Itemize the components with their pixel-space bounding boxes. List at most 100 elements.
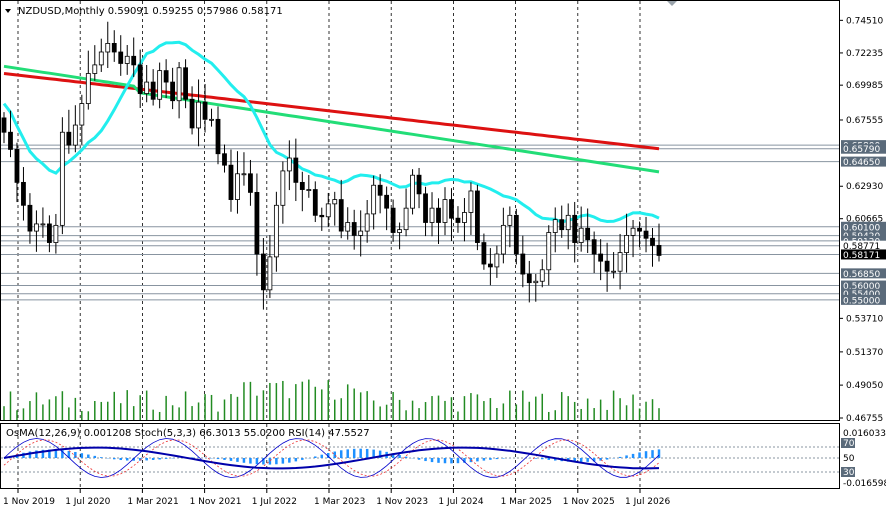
bear-candle[interactable]: [254, 192, 260, 255]
bear-candle[interactable]: [416, 174, 422, 195]
bull-candle[interactable]: [358, 230, 364, 236]
ma-red-line[interactable]: [3, 72, 660, 151]
bear-candle[interactable]: [137, 64, 143, 94]
bear-candle[interactable]: [604, 260, 610, 272]
bear-candle[interactable]: [643, 230, 649, 239]
bull-candle[interactable]: [630, 227, 636, 236]
bull-candle[interactable]: [364, 213, 370, 232]
bull-candle[interactable]: [565, 214, 571, 231]
bear-candle[interactable]: [513, 214, 519, 255]
bear-candle[interactable]: [526, 273, 532, 284]
ma-cyan-line[interactable]: [2, 40, 660, 224]
bear-candle[interactable]: [449, 199, 454, 219]
bear-candle[interactable]: [299, 181, 305, 190]
bear-candle[interactable]: [163, 70, 169, 83]
bull-candle[interactable]: [34, 223, 39, 232]
bear-candle[interactable]: [338, 199, 344, 232]
bear-candle[interactable]: [66, 131, 72, 146]
bull-candle[interactable]: [209, 118, 214, 121]
bear-candle[interactable]: [455, 217, 461, 223]
bear-candle[interactable]: [384, 194, 390, 209]
bear-candle[interactable]: [487, 263, 493, 268]
bull-candle[interactable]: [624, 234, 629, 253]
bear-candle[interactable]: [637, 227, 642, 232]
bear-candle[interactable]: [319, 214, 325, 218]
bull-candle[interactable]: [85, 73, 91, 104]
indicator-panel[interactable]: [0, 423, 840, 489]
bull-candle[interactable]: [124, 55, 130, 64]
bull-candle[interactable]: [92, 64, 98, 74]
bull-candle[interactable]: [442, 199, 448, 223]
bear-candle[interactable]: [111, 43, 117, 53]
bear-candle[interactable]: [261, 253, 266, 291]
bull-candle[interactable]: [546, 232, 552, 271]
bear-candle[interactable]: [377, 184, 383, 196]
bull-candle[interactable]: [105, 43, 111, 53]
bear-candle[interactable]: [423, 193, 428, 223]
bull-candle[interactable]: [462, 212, 467, 223]
bear-candle[interactable]: [248, 173, 253, 193]
bear-candle[interactable]: [312, 189, 318, 216]
bull-candle[interactable]: [59, 131, 65, 226]
bull-candle[interactable]: [196, 101, 201, 129]
bear-candle[interactable]: [46, 223, 52, 243]
bear-candle[interactable]: [14, 149, 20, 183]
bear-candle[interactable]: [118, 51, 124, 64]
bear-candle[interactable]: [170, 81, 176, 102]
bear-candle[interactable]: [215, 118, 221, 155]
bear-candle[interactable]: [293, 157, 299, 183]
bear-candle[interactable]: [1, 117, 7, 133]
bull-candle[interactable]: [429, 207, 435, 223]
bull-candle[interactable]: [176, 67, 182, 102]
bull-candle[interactable]: [157, 70, 163, 100]
bull-candle[interactable]: [533, 280, 539, 284]
bull-candle[interactable]: [552, 219, 558, 233]
bull-candle[interactable]: [403, 207, 409, 231]
bear-candle[interactable]: [8, 131, 13, 150]
bear-candle[interactable]: [656, 245, 662, 256]
bull-candle[interactable]: [273, 204, 279, 258]
bear-candle[interactable]: [520, 253, 526, 275]
bear-candle[interactable]: [475, 190, 480, 243]
bear-candle[interactable]: [21, 181, 26, 206]
bull-candle[interactable]: [72, 124, 78, 146]
bull-candle[interactable]: [539, 269, 545, 282]
bull-candle[interactable]: [306, 189, 312, 191]
bull-candle[interactable]: [325, 203, 331, 218]
bull-candle[interactable]: [280, 170, 286, 206]
bear-candle[interactable]: [436, 207, 441, 223]
bear-candle[interactable]: [228, 164, 234, 200]
bull-candle[interactable]: [371, 184, 377, 215]
bear-candle[interactable]: [591, 239, 597, 255]
bull-candle[interactable]: [79, 103, 85, 126]
bull-candle[interactable]: [235, 173, 240, 200]
bear-candle[interactable]: [183, 67, 188, 100]
bull-candle[interactable]: [611, 270, 617, 273]
bull-candle[interactable]: [494, 253, 500, 268]
bear-candle[interactable]: [585, 227, 591, 241]
bear-candle[interactable]: [150, 81, 156, 100]
bull-candle[interactable]: [468, 190, 474, 213]
ma-green-line[interactable]: [3, 64, 660, 174]
bull-candle[interactable]: [286, 157, 292, 172]
bull-candle[interactable]: [500, 224, 506, 255]
bull-candle[interactable]: [578, 227, 584, 243]
bull-candle[interactable]: [241, 173, 247, 176]
bear-candle[interactable]: [351, 222, 357, 236]
bear-candle[interactable]: [650, 237, 655, 246]
bull-candle[interactable]: [345, 222, 351, 232]
bull-candle[interactable]: [144, 81, 150, 94]
bear-candle[interactable]: [559, 219, 565, 231]
bull-candle[interactable]: [98, 51, 104, 66]
bear-candle[interactable]: [27, 204, 33, 232]
bear-candle[interactable]: [598, 253, 604, 262]
bull-candle[interactable]: [53, 224, 59, 243]
chart-shift-marker[interactable]: [667, 1, 677, 6]
bear-candle[interactable]: [222, 153, 227, 166]
bull-candle[interactable]: [507, 214, 513, 226]
bull-candle[interactable]: [40, 223, 46, 226]
bull-candle[interactable]: [617, 252, 623, 272]
bear-candle[interactable]: [202, 101, 208, 120]
bull-candle[interactable]: [267, 256, 273, 291]
bear-candle[interactable]: [189, 98, 195, 129]
